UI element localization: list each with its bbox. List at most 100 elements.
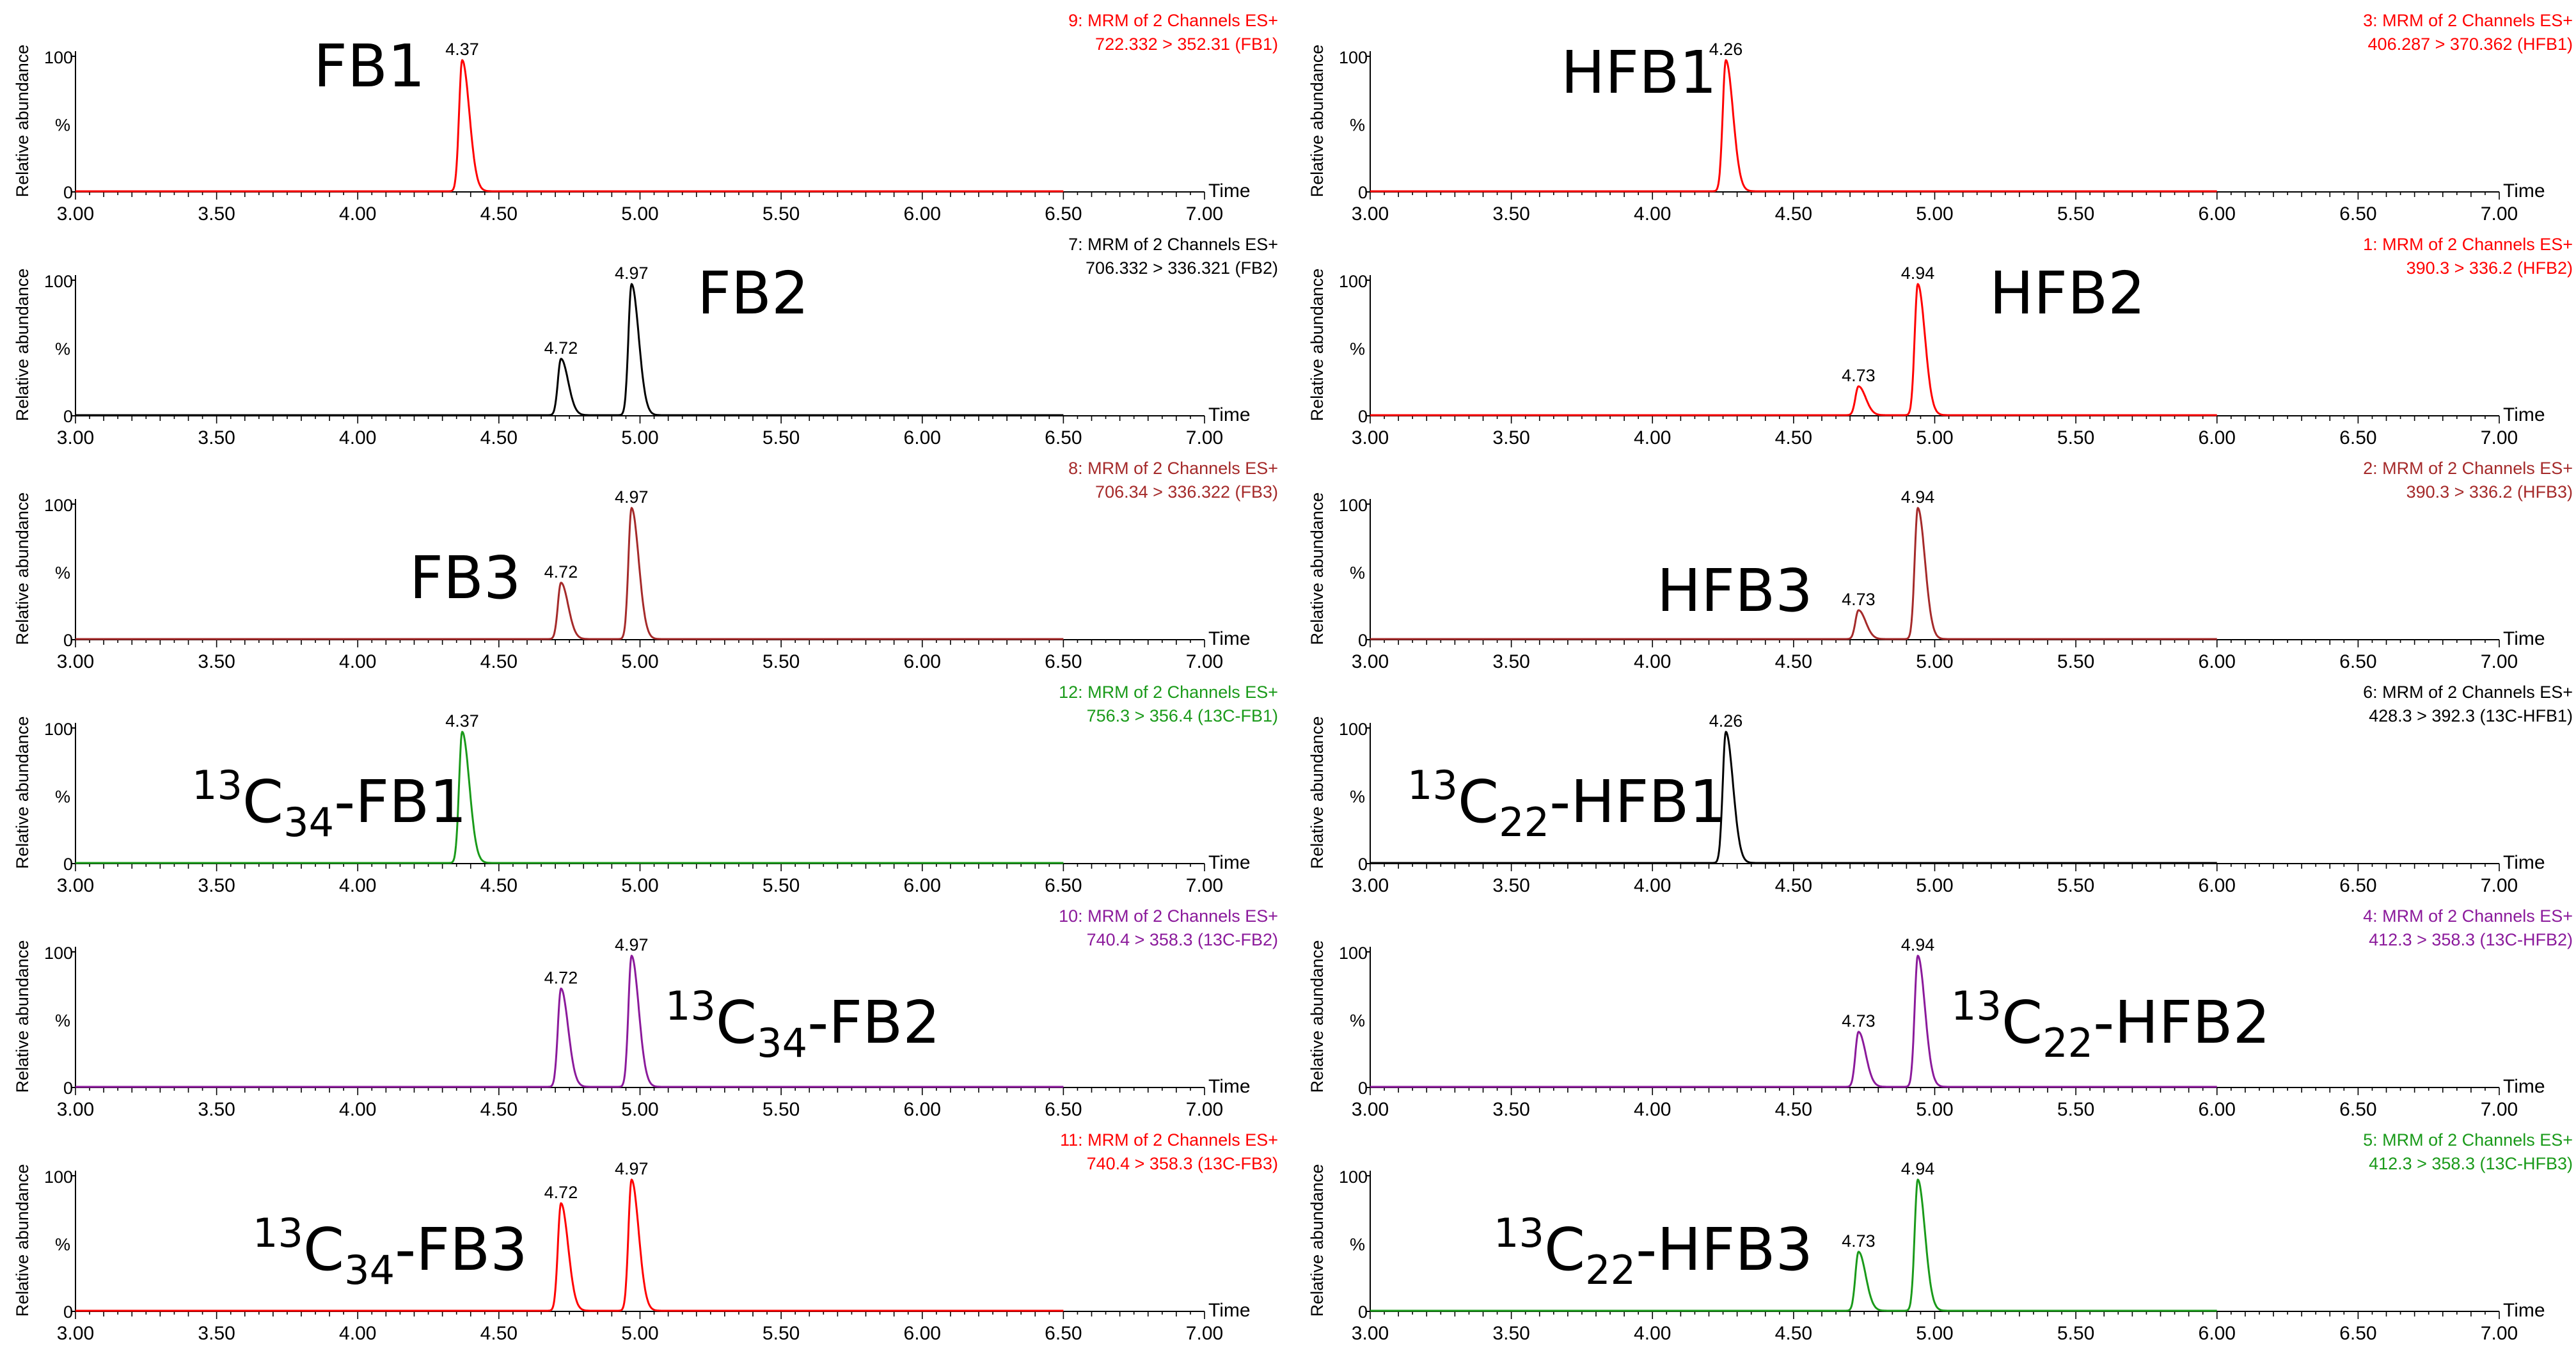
x-tick-label: 5.50: [2057, 1323, 2094, 1344]
y-tick-label: 0: [63, 1302, 73, 1322]
compound-label: 13C34-FB3: [253, 1210, 528, 1293]
x-tick-label: 5.50: [763, 1323, 800, 1344]
x-tick-label: 5.00: [621, 1099, 658, 1120]
y-percent-label: %: [55, 564, 70, 583]
y-tick-label: 0: [1358, 631, 1368, 650]
chromatogram-trace: [75, 507, 1064, 640]
isotope-subscript: 22: [1499, 799, 1549, 846]
x-tick-label: 4.00: [1634, 1099, 1671, 1120]
x-tick-label: 5.50: [2057, 1099, 2094, 1120]
x-tick-label: 4.00: [1634, 203, 1671, 225]
peak-rt-label: 4.73: [1842, 1231, 1876, 1251]
x-tick-label: 5.00: [621, 1323, 658, 1344]
x-tick-label: 6.00: [904, 1099, 941, 1120]
x-tick-label: 4.50: [480, 203, 518, 225]
y-tick-label: 0: [1358, 1302, 1368, 1322]
y-percent-label: %: [55, 116, 70, 135]
x-tick-label: 5.50: [763, 651, 800, 672]
y-tick-label: 0: [1358, 1079, 1368, 1098]
compound-label: FB3: [409, 544, 521, 612]
x-tick-label: 3.50: [1492, 1099, 1529, 1120]
x-tick-label: 4.00: [1634, 1323, 1671, 1344]
x-tick-label: 3.50: [1492, 203, 1529, 225]
peak-rt-label: 4.72: [544, 1183, 578, 1202]
y-tick-label: 0: [63, 183, 73, 202]
transition-header: 428.3 > 392.3 (13C-HFB1): [2369, 706, 2573, 725]
x-tick-label: 5.50: [763, 1099, 800, 1120]
x-tick-label: 5.00: [1916, 1323, 1953, 1344]
x-tick-label: 7.00: [2481, 875, 2518, 896]
x-tick-label: 4.50: [1775, 875, 1812, 896]
x-tick-label: 3.50: [1492, 875, 1529, 896]
transition-header: 412.3 > 358.3 (13C-HFB3): [2369, 1154, 2573, 1173]
y-percent-label: %: [1350, 564, 1365, 583]
y-tick-label: 100: [44, 48, 73, 67]
y-tick-label: 0: [1358, 183, 1368, 202]
transition-header: 740.4 > 358.3 (13C-FB3): [1087, 1154, 1278, 1173]
y-percent-label: %: [55, 1011, 70, 1031]
x-tick-label: 3.00: [1352, 203, 1389, 225]
x-axis-title: Time: [2503, 180, 2545, 202]
x-tick-label: 3.50: [1492, 651, 1529, 672]
channel-header: 10: MRM of 2 Channels ES+: [1059, 906, 1278, 926]
chromatogram-panel: Relative abundance 100% 03.00 3.50 4.00 4.50 5…: [13, 459, 1278, 672]
y-axis-title: Relative abundance: [1308, 940, 1327, 1093]
y-tick-label: 0: [63, 1079, 73, 1098]
transition-header: 740.4 > 358.3 (13C-FB2): [1087, 930, 1278, 949]
x-axis-title: Time: [2503, 404, 2545, 425]
peak-rt-label: 4.72: [544, 338, 578, 358]
x-tick-label: 4.00: [339, 427, 376, 448]
isotope-superscript: 13: [1951, 983, 2002, 1029]
x-tick-label: 4.00: [1634, 875, 1671, 896]
x-tick-label: 5.50: [2057, 427, 2094, 448]
x-tick-label: 6.00: [2199, 1323, 2236, 1344]
channel-header: 11: MRM of 2 Channels ES+: [1060, 1130, 1278, 1150]
x-tick-label: 3.50: [1492, 1323, 1529, 1344]
y-tick-label: 0: [63, 855, 73, 874]
peak-rt-label: 4.26: [1709, 40, 1743, 59]
y-axis-title: Relative abundance: [13, 940, 32, 1093]
peak-rt-label: 4.37: [445, 711, 479, 731]
x-axis-title: Time: [1208, 180, 1251, 202]
y-axis-title: Relative abundance: [1308, 45, 1327, 198]
x-tick-label: 6.00: [2199, 427, 2236, 448]
channel-header: 3: MRM of 2 Channels ES+: [2363, 11, 2573, 30]
x-tick-label: 4.50: [480, 651, 518, 672]
chromatogram-panel: Relative abundance 100% 03.00 3.50 4.00 4.50 5…: [1308, 683, 2573, 896]
x-tick-label: 3.50: [198, 203, 235, 225]
peak-rt-label: 4.94: [1901, 1159, 1935, 1178]
x-tick-label: 4.50: [1775, 1099, 1812, 1120]
x-tick-label: 7.00: [2481, 427, 2518, 448]
x-tick-label: 3.00: [57, 1323, 94, 1344]
x-tick-label: 7.00: [1186, 875, 1223, 896]
x-axis-title: Time: [2503, 1300, 2545, 1321]
x-tick-label: 6.00: [2199, 651, 2236, 672]
y-axis-title: Relative abundance: [1308, 716, 1327, 869]
y-tick-label: 100: [1339, 48, 1368, 67]
channel-header: 5: MRM of 2 Channels ES+: [2363, 1130, 2573, 1150]
chromatogram-panel: Relative abundance 100% 03.00 3.50 4.00 4.50 5…: [1308, 11, 2573, 225]
x-tick-label: 6.50: [2339, 427, 2376, 448]
isotope-subscript: 34: [344, 1247, 395, 1293]
channel-header: 1: MRM of 2 Channels ES+: [2363, 235, 2573, 254]
chromatogram-trace: [1370, 954, 2218, 1088]
y-tick-label: 100: [44, 944, 73, 963]
isotope-superscript: 13: [1494, 1210, 1544, 1256]
compound-name: -HFB1: [1549, 768, 1727, 836]
x-tick-label: 5.00: [621, 203, 658, 225]
chromatogram-panel: Relative abundance 100% 03.00 3.50 4.00 4.50 5…: [1308, 1130, 2573, 1344]
peak-rt-label: 4.94: [1901, 935, 1935, 954]
x-tick-label: 6.50: [2339, 651, 2376, 672]
compound-label: HFB3: [1657, 557, 1813, 625]
x-tick-label: 3.00: [1352, 1323, 1389, 1344]
x-tick-label: 6.50: [1045, 651, 1082, 672]
isotope-superscript: 13: [192, 762, 242, 809]
peak-rt-label: 4.26: [1709, 711, 1743, 731]
isotope-superscript: 13: [253, 1210, 303, 1256]
x-tick-label: 6.50: [1045, 203, 1082, 225]
x-axis-title: Time: [2503, 1076, 2545, 1097]
x-tick-label: 5.50: [2057, 651, 2094, 672]
carbon-symbol: C: [303, 1215, 344, 1284]
x-tick-label: 4.00: [339, 651, 376, 672]
carbon-symbol: C: [1544, 1215, 1585, 1284]
